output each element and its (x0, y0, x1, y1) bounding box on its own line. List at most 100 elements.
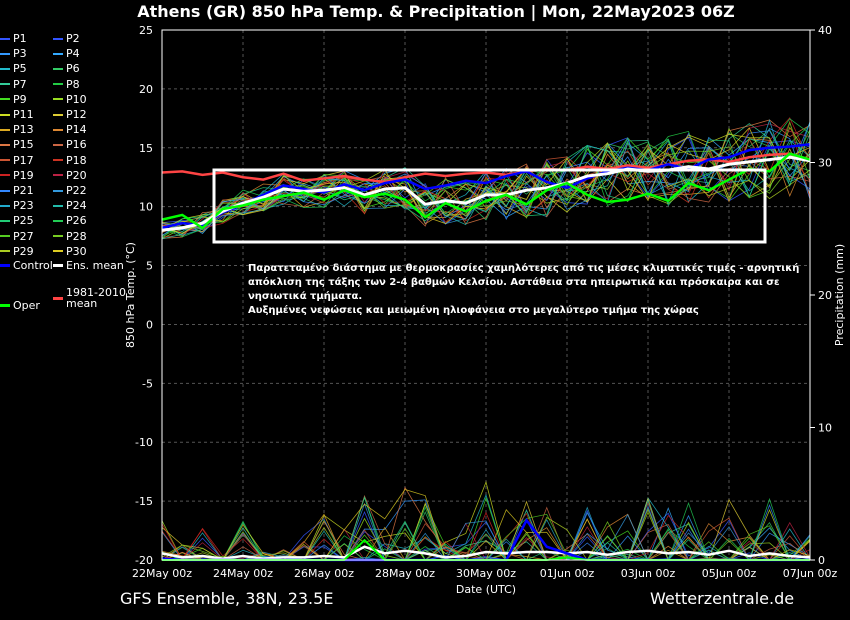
series-lines (161, 143, 811, 232)
y2-tick-label: 20 (818, 289, 832, 302)
legend-swatch (53, 189, 63, 192)
legend-label: 1981-2010 mean (66, 286, 126, 310)
legend-swatch (0, 264, 10, 267)
legend-label: P9 (13, 92, 27, 106)
legend-item: P3 (0, 47, 27, 60)
legend-item: Control (0, 259, 53, 272)
legend-item: P4 (53, 47, 80, 60)
legend-item: P23 (0, 199, 34, 212)
member-line-P25 (161, 132, 811, 239)
annotation-line-1: Παρατεταμένο διάστημα με θερμοκρασίες χα… (248, 262, 799, 274)
legend-item: P19 (0, 169, 34, 182)
legend-item: P2 (53, 32, 80, 45)
member-line-P14 (161, 138, 811, 233)
legend-item: P22 (53, 184, 87, 197)
member-line-P7 (161, 123, 811, 233)
legend-label: P8 (66, 77, 80, 91)
legend-label: P12 (66, 108, 87, 121)
legend-label: P13 (13, 123, 34, 137)
x-tick-label: 22May 00z (132, 567, 192, 580)
y-tick-label: 0 (146, 318, 153, 331)
source-credit: Wetterzentrale.de (650, 589, 795, 608)
legend-item: Ens. mean (53, 259, 124, 272)
legend-swatch (0, 235, 10, 238)
y-tick-label: -15 (135, 495, 153, 508)
x-tick-label: 26May 00z (294, 567, 354, 580)
y-axis-label: 850 hPa Temp. (°C) (124, 242, 137, 348)
legend-label: P1 (13, 32, 27, 45)
series-control (161, 143, 811, 230)
legend-swatch (0, 67, 10, 70)
legend-swatch (0, 189, 10, 192)
legend-item: P17 (0, 154, 34, 167)
legend-item: P20 (53, 169, 87, 182)
y-axis-ticks: -20 -15 -10 -5 0 5 10 15 20 25 (135, 24, 153, 567)
legend-label: P14 (66, 123, 87, 137)
legend-swatch (53, 159, 63, 162)
y-tick-label: -5 (142, 377, 153, 390)
legend-item: P30 (53, 245, 87, 258)
legend-swatch (53, 37, 63, 40)
x-tick-label: 01Jun 00z (540, 567, 595, 580)
y2-tick-label: 0 (818, 554, 825, 567)
legend-swatch (53, 128, 63, 131)
legend-swatch (53, 98, 63, 101)
y-tick-label: 10 (139, 201, 153, 214)
legend-swatch (53, 204, 63, 207)
legend-label: P15 (13, 138, 34, 152)
legend-label: Oper (13, 299, 40, 312)
legend-swatch (53, 67, 63, 70)
legend-label: P23 (13, 199, 34, 213)
legend-swatch (53, 113, 63, 116)
y-tick-label: 15 (139, 142, 153, 155)
legend-label: P16 (66, 138, 87, 152)
y-tick-label: -20 (135, 554, 153, 567)
x-axis-ticks: 22May 00z 24May 00z 26May 00z 28May 00z 30Ma… (132, 567, 837, 580)
legend-item: P1 (0, 32, 27, 45)
y-tick-label: -10 (135, 436, 153, 449)
legend-label: P2 (66, 32, 80, 45)
legend-item: P11 (0, 108, 34, 121)
legend-label: P17 (13, 153, 34, 167)
x-tick-label: 03Jun 00z (621, 567, 676, 580)
legend-swatch (0, 304, 10, 307)
legend-label: P11 (13, 108, 34, 121)
legend-item: P18 (53, 154, 87, 167)
legend-item: P26 (53, 214, 87, 227)
legend-label: Control (13, 259, 53, 272)
x-axis-label: Date (UTC) (456, 583, 516, 596)
legend-swatch (53, 264, 63, 267)
x-tick-label: 28May 00z (375, 567, 435, 580)
precip-ens-mean (161, 545, 811, 560)
legend-swatch (0, 174, 10, 177)
legend-label: P7 (13, 77, 27, 91)
x-tick-label: 05Jun 00z (702, 567, 757, 580)
y2-tick-label: 10 (818, 422, 832, 435)
member-line-P20 (161, 123, 811, 234)
legend-swatch (0, 159, 10, 162)
legend-swatch (0, 204, 10, 207)
legend-swatch (53, 174, 63, 177)
series-oper (161, 152, 811, 230)
legend-item: P25 (0, 214, 34, 227)
legend-item: P10 (53, 93, 87, 106)
legend-swatch (53, 83, 63, 86)
legend-label: P25 (13, 214, 34, 228)
legend-label: P19 (13, 168, 34, 182)
highlight-box (212, 168, 767, 244)
legend-swatch (53, 219, 63, 222)
legend-swatch (53, 250, 63, 253)
legend-label: Ens. mean (66, 259, 124, 272)
legend-item: P27 (0, 230, 34, 243)
legend-label: P27 (13, 229, 34, 243)
legend-swatch (0, 250, 10, 253)
y-tick-label: 25 (139, 24, 153, 37)
legend-label: P21 (13, 184, 34, 197)
legend-swatch (0, 98, 10, 101)
legend-swatch (53, 52, 63, 55)
x-tick-label: 07Jun 00z (783, 567, 838, 580)
legend-item: Oper (0, 299, 40, 312)
legend-label: P29 (13, 244, 34, 258)
legend-label: P20 (66, 168, 87, 182)
